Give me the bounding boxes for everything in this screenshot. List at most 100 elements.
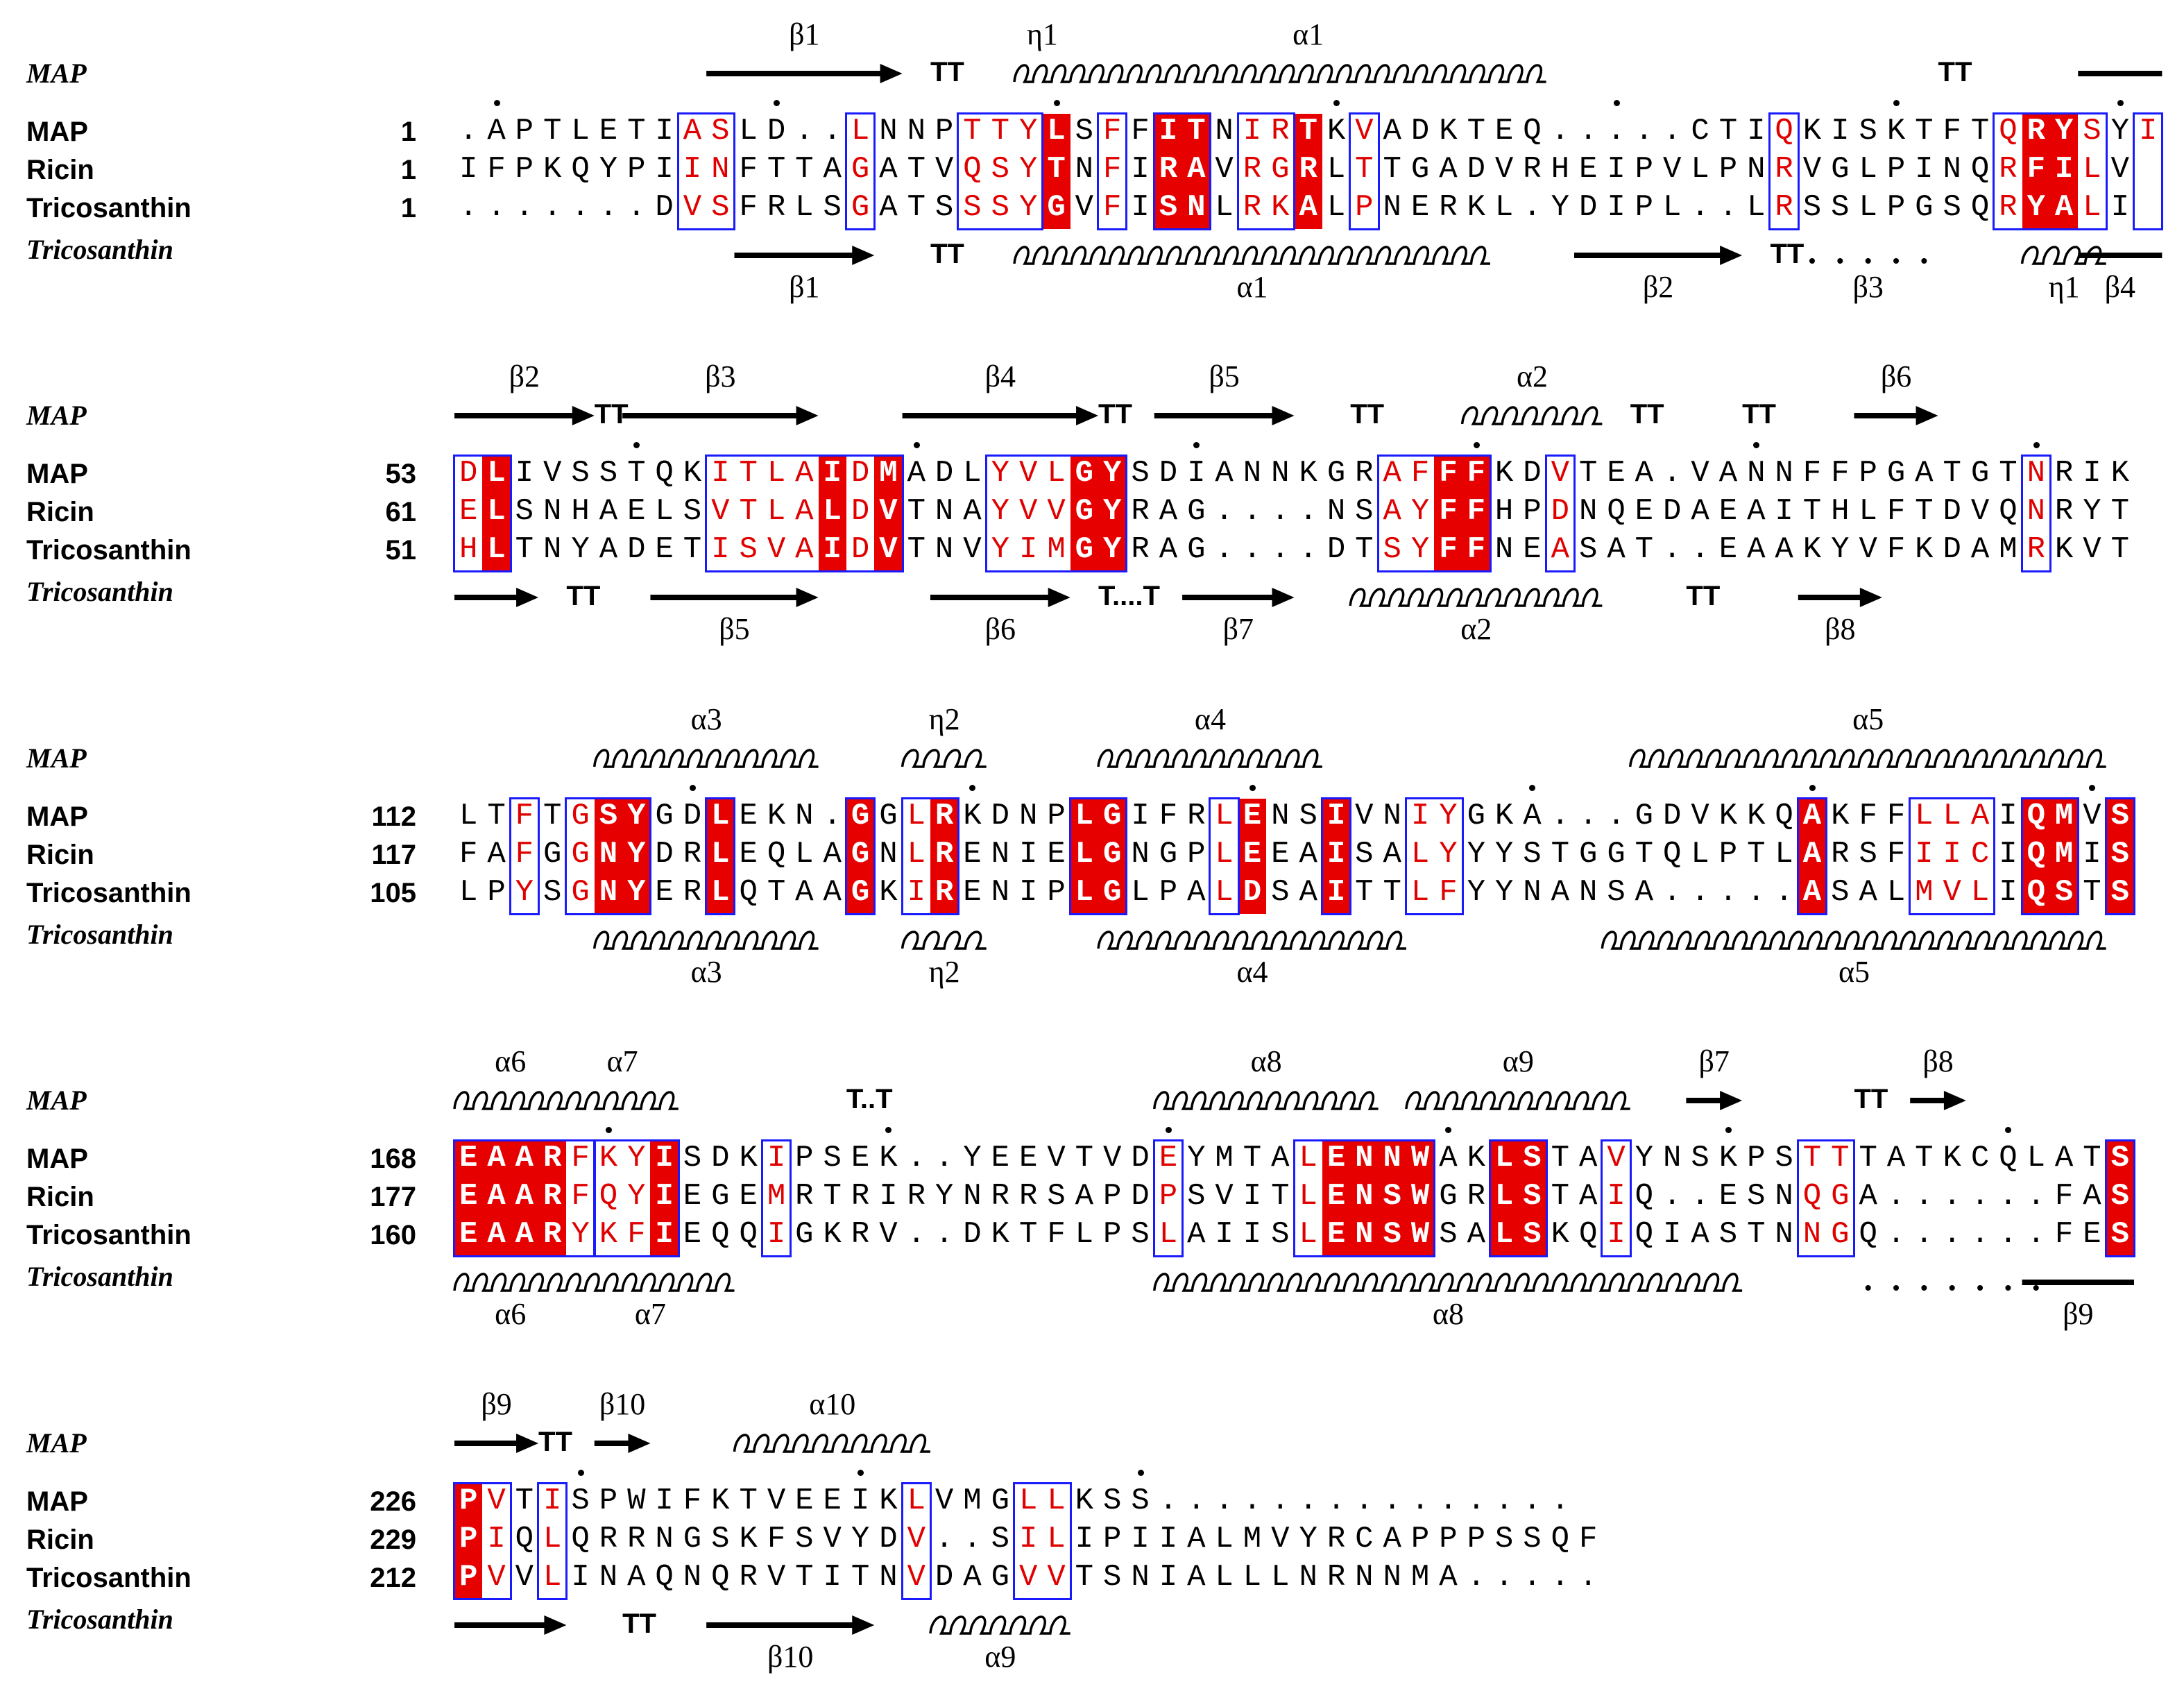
residue: .: [1523, 190, 1542, 225]
residue: S: [795, 1522, 814, 1556]
residue: L: [1271, 1560, 1290, 1595]
residue: N: [1075, 152, 1094, 187]
bottom-dotted-dot: [1921, 1285, 1927, 1291]
residue: E: [1718, 494, 1738, 529]
residue: D: [1943, 532, 1961, 567]
identical-residue-box: [1294, 114, 1322, 229]
turn-label: TT: [1770, 239, 1805, 269]
residue: V: [963, 532, 982, 567]
sequence-start-number: 1: [400, 155, 416, 185]
residue: Q: [2027, 875, 2045, 910]
residue: N: [1355, 1217, 1374, 1252]
sequence-name: Ricin: [26, 497, 94, 527]
residue: T: [1747, 837, 1766, 872]
residue: E: [459, 494, 478, 529]
residue: A: [1187, 1560, 1206, 1595]
residue: S: [711, 190, 730, 225]
residue: A: [823, 152, 842, 187]
residue: N: [1326, 494, 1346, 529]
residue: V: [1551, 456, 1570, 491]
residue: N: [599, 1560, 618, 1595]
residue: R: [795, 1179, 814, 1214]
sequence-start-number: 112: [371, 801, 416, 832]
residue: R: [935, 875, 954, 910]
turn-label: TT: [1938, 57, 1972, 87]
residue: E: [2083, 1217, 2101, 1252]
residue: K: [1467, 190, 1485, 225]
residue: H: [459, 532, 478, 567]
residue: Q: [1802, 1179, 1822, 1214]
residue: E: [599, 114, 618, 148]
residue: .: [823, 799, 842, 833]
residue: .: [1915, 1179, 1934, 1214]
residue: P: [1187, 837, 1206, 872]
bottom-arrow-head: [852, 1615, 875, 1635]
ruler-dot: [1473, 442, 1480, 448]
residue: Y: [1018, 114, 1038, 148]
residue: S: [963, 190, 982, 225]
residue: Y: [1467, 837, 1485, 872]
residue: W: [1410, 1141, 1430, 1175]
residue: P: [1103, 1217, 1122, 1252]
identical-residue-box: [1490, 1141, 1519, 1256]
residue: H: [1831, 494, 1850, 529]
residue: Q: [1999, 1141, 2017, 1175]
residue: V: [2110, 152, 2130, 187]
residue: S: [571, 1484, 590, 1518]
residue: N: [879, 837, 898, 872]
identical-residue-box: [2049, 114, 2079, 229]
residue: F: [1439, 532, 1458, 567]
residue: F: [515, 799, 534, 833]
residue: N: [1131, 837, 1150, 872]
residue: G: [1467, 799, 1485, 833]
residue: S: [1747, 1179, 1766, 1214]
residue: I: [655, 114, 674, 148]
turn-label: TT: [930, 57, 964, 87]
residue: .: [823, 114, 842, 148]
bottom-dotted-dot: [1837, 258, 1843, 264]
structure-label-top: MAP: [26, 1085, 87, 1116]
residue: L: [1243, 1560, 1262, 1595]
residue: K: [1439, 114, 1458, 148]
residue: S: [1355, 494, 1374, 529]
residue: Y: [627, 1141, 646, 1175]
residue: Q: [571, 1522, 590, 1556]
residue: E: [823, 1484, 842, 1518]
bottom-helix: [1013, 246, 1490, 265]
ruler-dot: [1809, 785, 1816, 791]
residue: Q: [1999, 114, 2017, 148]
ss-element-label: β8: [1922, 1044, 1954, 1078]
residue: V: [1355, 799, 1374, 833]
residue: Q: [515, 1522, 534, 1556]
top-arrow-head: [1943, 1091, 1966, 1110]
residue: D: [655, 190, 674, 225]
residue: L: [1215, 875, 1234, 910]
residue: G: [1578, 837, 1598, 872]
residue: L: [1691, 152, 1709, 187]
residue: I: [1018, 837, 1038, 872]
residue: I: [655, 1484, 674, 1518]
residue: Y: [1494, 875, 1514, 910]
residue: L: [1326, 190, 1346, 225]
residue: V: [1355, 114, 1374, 148]
identical-residue-box: [1350, 1141, 1379, 1256]
residue: E: [1718, 1179, 1738, 1214]
residue: N: [1355, 1560, 1374, 1595]
residue: R: [1271, 114, 1290, 148]
residue: C: [1970, 837, 1990, 872]
ruler-dot: [2117, 100, 2124, 106]
turn-label: T..T: [846, 1084, 893, 1114]
sequence-name: Tricosanthin: [26, 1563, 191, 1593]
residue: S: [571, 456, 590, 491]
residue: A: [1187, 1217, 1206, 1252]
identical-residue-box: [1798, 799, 1827, 914]
residue: L: [1299, 1217, 1317, 1252]
residue: V: [1943, 875, 1961, 910]
similarity-group-box: [453, 455, 512, 572]
ruler-dot: [605, 1127, 612, 1133]
ss-element-label: β5: [1209, 359, 1240, 393]
residue: N: [907, 114, 925, 148]
residue: S: [1775, 1141, 1793, 1175]
residue: .: [1551, 114, 1570, 148]
residue: N: [2027, 494, 2045, 529]
